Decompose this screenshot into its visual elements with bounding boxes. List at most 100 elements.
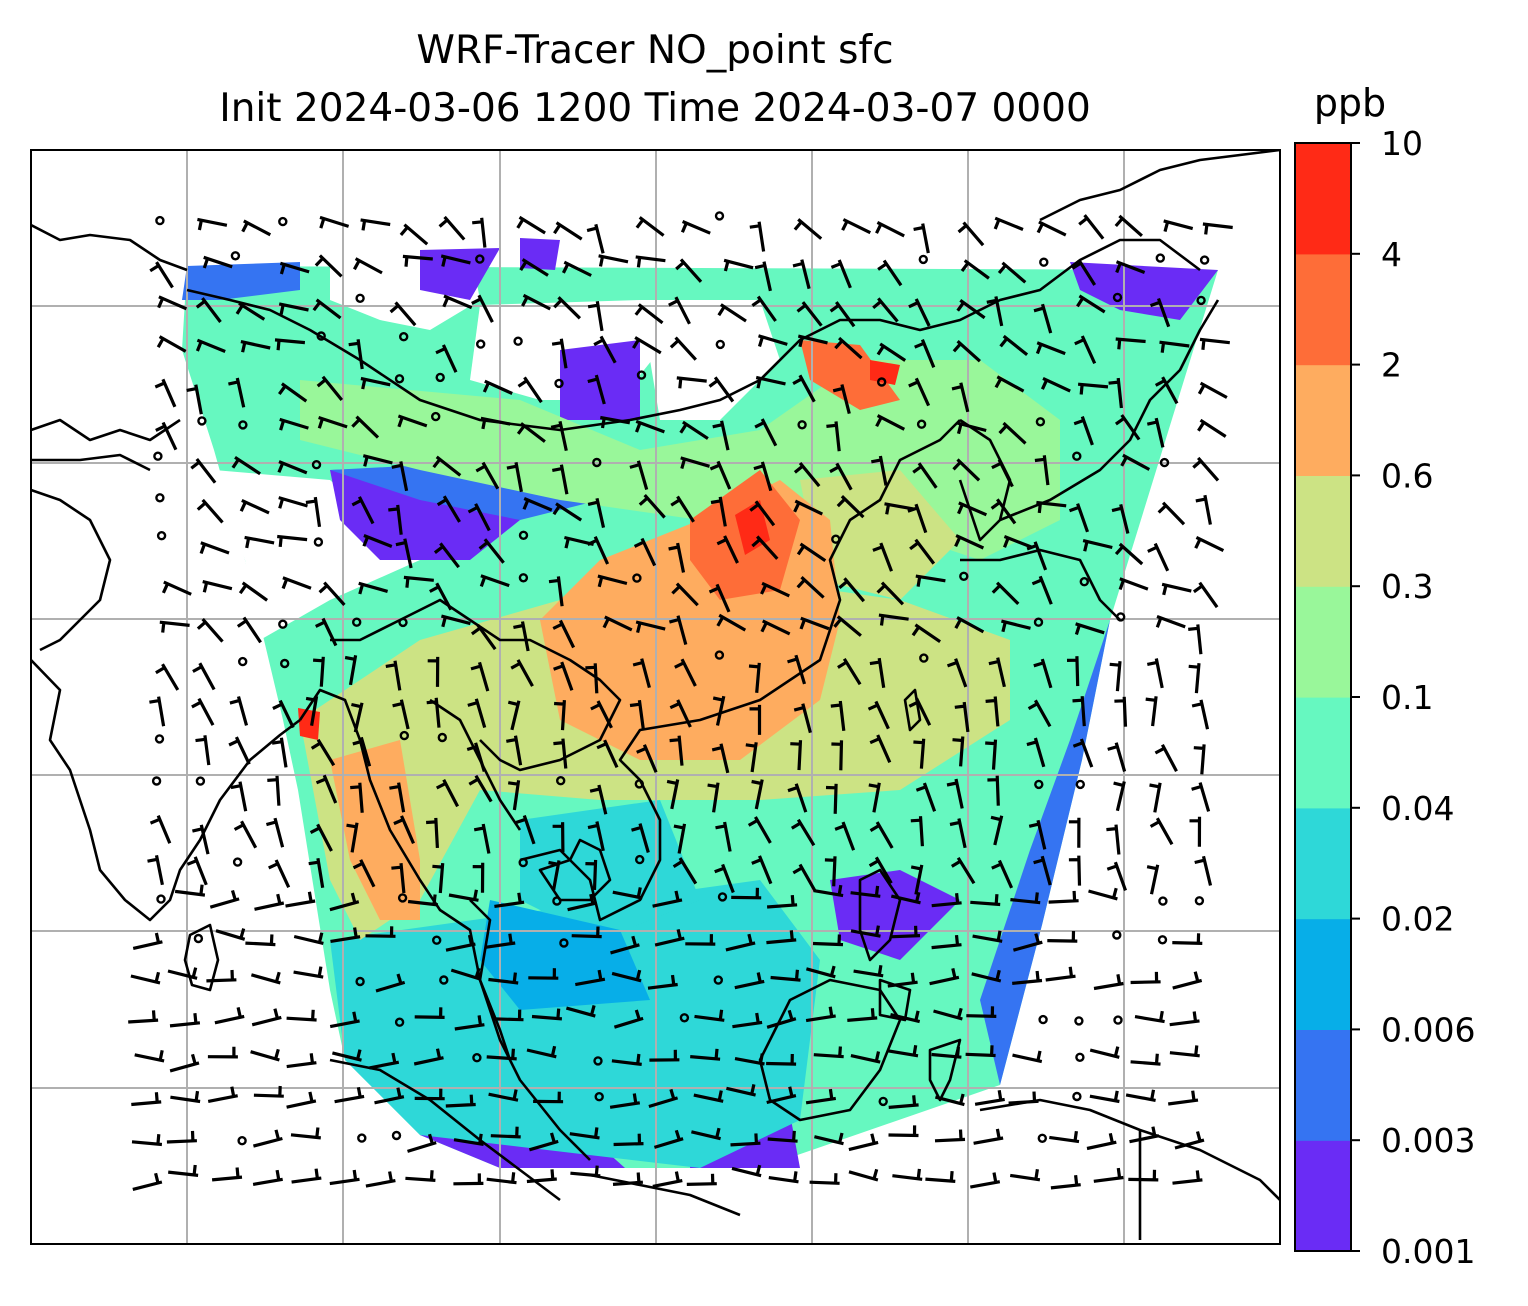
wind-barb [427, 656, 440, 687]
wind-barb [1193, 744, 1206, 775]
wind-barb [393, 815, 415, 845]
calm-wind-marker [355, 293, 365, 303]
wind-barb [1027, 699, 1052, 728]
wind-barb [694, 1009, 725, 1022]
wind-barb [1089, 1046, 1120, 1059]
wind-barb [805, 1088, 837, 1105]
wind-barb [685, 934, 716, 946]
calm-wind-marker [714, 650, 725, 660]
wind-barb [669, 735, 684, 766]
wind-barb [954, 701, 970, 733]
wind-barb [436, 495, 461, 523]
wind-barb [1192, 581, 1219, 609]
wind-barb [596, 739, 619, 769]
wind-barb [250, 1048, 280, 1062]
wind-barb [278, 302, 309, 315]
coastline-path [31, 418, 181, 442]
wind-barb [715, 821, 732, 852]
wind-barb [312, 656, 325, 687]
colorbar-segment [1295, 697, 1351, 809]
wind-barb [1001, 619, 1031, 633]
calm-wind-marker [195, 776, 206, 786]
wind-barb [553, 221, 583, 241]
field-region [980, 620, 1110, 1085]
wind-barb [1068, 855, 1082, 886]
wind-barb [767, 1130, 798, 1143]
wind-barb [1149, 297, 1171, 328]
wind-barb [954, 616, 985, 634]
wind-barb [745, 742, 758, 773]
coastline-path [31, 659, 301, 922]
wind-barb [155, 421, 178, 451]
wind-barb [388, 504, 403, 535]
wind-barb [161, 580, 192, 596]
wind-barb [1106, 861, 1128, 891]
field-region [182, 262, 300, 300]
wind-barb [613, 1133, 644, 1147]
wind-barb [272, 699, 295, 729]
coastline-path [960, 548, 1121, 621]
colorbar-tick-label: 2 [1381, 346, 1402, 385]
calm-wind-marker [594, 1091, 604, 1102]
wind-barb [710, 496, 727, 527]
calm-wind-marker [238, 420, 248, 430]
wind-barb [1036, 220, 1067, 237]
wind-barb [829, 301, 856, 328]
calm-wind-marker [592, 457, 602, 468]
calm-wind-marker [357, 1133, 367, 1143]
wind-barb [196, 498, 224, 524]
wind-barb [154, 378, 177, 408]
wind-barb [712, 695, 726, 726]
wind-barb [192, 824, 210, 855]
wind-barb [552, 822, 565, 853]
wind-barb [766, 1053, 797, 1066]
coastline-path [183, 923, 220, 992]
wind-barb [836, 495, 865, 519]
wind-barb [1189, 816, 1202, 847]
wind-barb [528, 968, 559, 980]
wind-barbs [128, 211, 1233, 1191]
wind-barb [869, 657, 886, 689]
wind-barb [131, 1092, 162, 1107]
wind-barb [351, 496, 375, 525]
wind-barb [358, 581, 389, 595]
wind-barb [1202, 222, 1233, 235]
wind-barb [586, 223, 605, 254]
wind-barb [132, 932, 163, 950]
wind-barb [170, 1090, 201, 1104]
wind-barb [693, 1090, 724, 1103]
wind-barb [751, 779, 764, 810]
wind-barb [708, 583, 731, 613]
wind-barb [169, 1053, 200, 1073]
wind-barb [1074, 622, 1105, 635]
wind-barb [369, 1052, 400, 1070]
wind-barb [290, 1127, 321, 1140]
calm-wind-marker [714, 211, 725, 221]
wind-barb [768, 1171, 799, 1184]
wind-barb [202, 255, 233, 269]
wind-barb [250, 971, 281, 985]
wind-barb [991, 458, 1014, 488]
calm-wind-marker [432, 935, 442, 945]
calm-wind-marker [475, 254, 485, 264]
wind-barb [149, 696, 166, 727]
calm-wind-marker [311, 460, 322, 470]
wind-barb [516, 215, 546, 235]
wind-barb [1035, 341, 1066, 356]
wind-barb [252, 1169, 283, 1186]
wind-barb [1048, 890, 1079, 904]
wind-barb [585, 663, 599, 694]
wind-barb [159, 620, 190, 633]
wind-barb [286, 1091, 317, 1109]
calm-wind-marker [513, 336, 523, 346]
wind-barb [796, 576, 825, 599]
wind-barb [952, 340, 981, 363]
wind-barb [872, 297, 899, 323]
wind-barb [486, 1172, 517, 1185]
wind-barb [766, 1086, 797, 1105]
wind-barb [790, 818, 816, 847]
wind-barb [571, 926, 602, 939]
wind-barb [432, 862, 445, 894]
wind-barb [585, 859, 598, 890]
wind-barb [231, 455, 261, 476]
